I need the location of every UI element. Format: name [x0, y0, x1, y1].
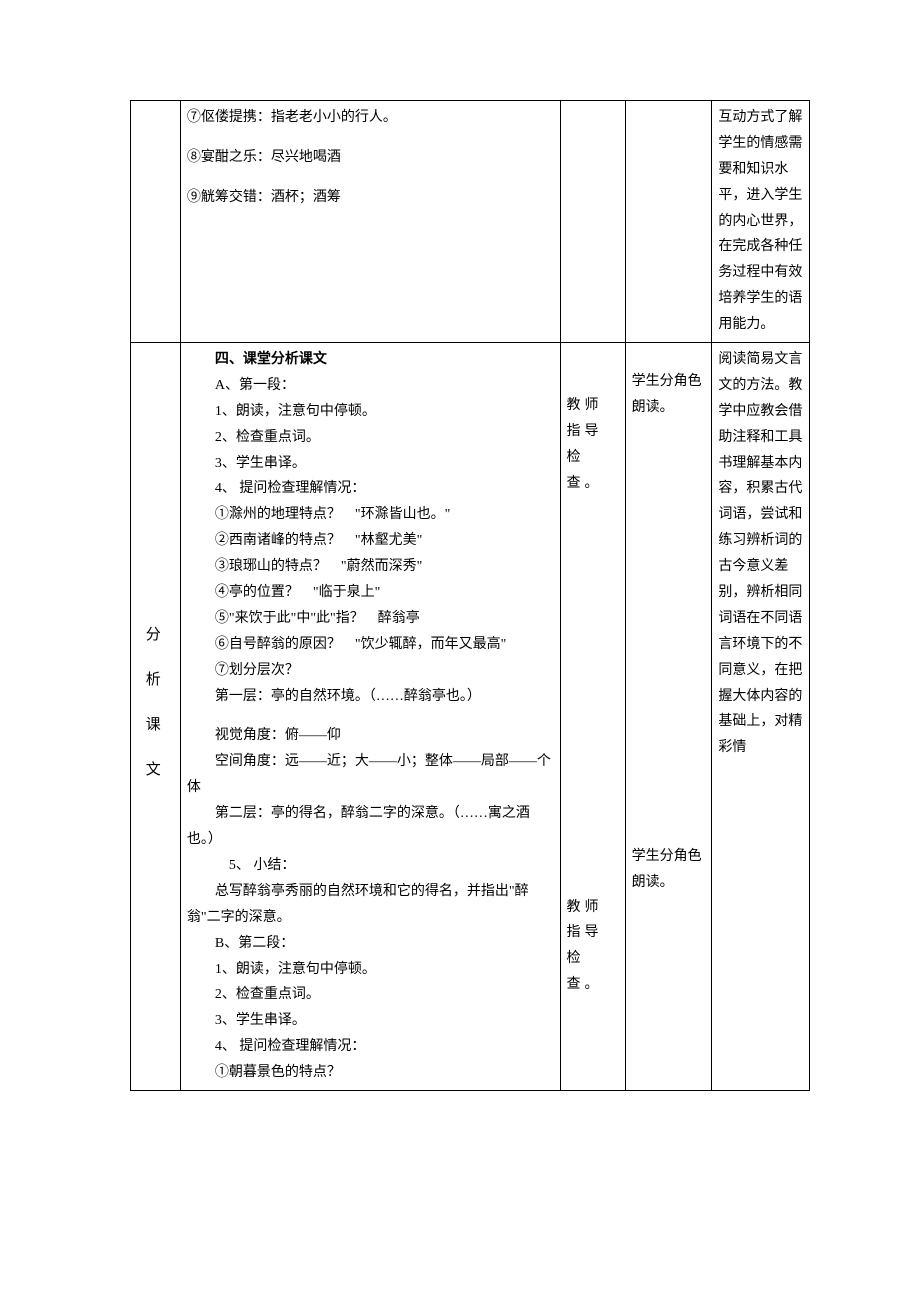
- row1-col1: [131, 101, 181, 343]
- step-a1: 1、朗读，注意句中停顿。: [187, 399, 554, 425]
- part-a-title: A、第一段：: [187, 373, 554, 399]
- row1-col5: 互动方式了解学生的情感需要和知识水平，进入学生的内心世界，在完成各种任务过程中有…: [712, 101, 810, 343]
- row1-col3: [560, 101, 625, 343]
- step-a3: 3、学生串译。: [187, 451, 554, 477]
- table-row: ⑦伛偻提携：指老老小小的行人。 ⑧宴酣之乐：尽兴地喝酒 ⑨觥筹交错：酒杯；酒筹 …: [131, 101, 810, 343]
- question-b1: ①朝暮景色的特点？: [187, 1060, 554, 1086]
- layer-1: 第一层：亭的自然环境。（……醉翁亭也。）: [187, 684, 554, 710]
- question-1: ①滁州的地理特点？ "环滁皆山也。": [187, 502, 554, 528]
- row2-col5: 阅读简易文言文的方法。教学中应教会借助注释和工具书理解基本内容，积累古代词语，尝…: [712, 343, 810, 1091]
- row2-col3: 教师指导检查。 教师指导检查。: [560, 343, 625, 1091]
- angle-2: 空间角度：远——近；大——小；整体——局部——个体: [187, 749, 554, 801]
- question-5: ⑤"来饮于此"中"此"指？ 醉翁亭: [187, 606, 554, 632]
- rationale-text-1: 互动方式了解学生的情感需要和知识水平，进入学生的内心世界，在完成各种任务过程中有…: [718, 110, 802, 332]
- row2-col4: 学生分角色朗读。 学生分角色朗读。: [625, 343, 712, 1091]
- row1-col2: ⑦伛偻提携：指老老小小的行人。 ⑧宴酣之乐：尽兴地喝酒 ⑨觥筹交错：酒杯；酒筹: [180, 101, 560, 343]
- student-action-2: 学生分角色朗读。: [632, 849, 702, 890]
- question-4: ④亭的位置？ "临于泉上": [187, 580, 554, 606]
- question-6: ⑥自号醉翁的原因？ "饮少辄醉，而年又最高": [187, 632, 554, 658]
- question-2: ②西南诸峰的特点？ "林壑尤美": [187, 528, 554, 554]
- step-b1: 1、朗读，注意句中停顿。: [187, 957, 554, 983]
- student-action-1: 学生分角色朗读。: [632, 374, 702, 415]
- step-a5: 5、 小结：: [187, 853, 554, 879]
- row2-col2: 四、课堂分析课文 A、第一段： 1、朗读，注意句中停顿。 2、检查重点词。 3、…: [180, 343, 560, 1091]
- question-7: ⑦划分层次？: [187, 658, 554, 684]
- section-heading: 四、课堂分析课文: [187, 347, 554, 373]
- step-b4: 4、 提问检查理解情况：: [187, 1034, 554, 1060]
- teacher-action-2: 教师指导检查。: [567, 900, 603, 993]
- angle-1: 视觉角度：俯——仰: [187, 723, 554, 749]
- row2-col1: 分析课文: [131, 343, 181, 1091]
- step-b3: 3、学生串译。: [187, 1008, 554, 1034]
- teacher-action-1: 教师指导检查。: [567, 398, 603, 491]
- vocab-item-7: ⑦伛偻提携：指老老小小的行人。: [187, 105, 554, 131]
- layer-2: 第二层：亭的得名，醉翁二字的深意。（……寓之酒也。）: [187, 801, 554, 853]
- table-row: 分析课文 四、课堂分析课文 A、第一段： 1、朗读，注意句中停顿。 2、检查重点…: [131, 343, 810, 1091]
- section-label: 分析课文: [137, 626, 165, 806]
- vocab-item-9: ⑨觥筹交错：酒杯；酒筹: [187, 185, 554, 211]
- lesson-plan-table: ⑦伛偻提携：指老老小小的行人。 ⑧宴酣之乐：尽兴地喝酒 ⑨觥筹交错：酒杯；酒筹 …: [130, 100, 810, 1091]
- row1-col4: [625, 101, 712, 343]
- summary-text: 总写醉翁亭秀丽的自然环境和它的得名，并指出"醉翁"二字的深意。: [187, 879, 554, 931]
- vocab-item-8: ⑧宴酣之乐：尽兴地喝酒: [187, 145, 554, 171]
- question-3: ③琅琊山的特点？ "蔚然而深秀": [187, 554, 554, 580]
- step-b2: 2、检查重点词。: [187, 982, 554, 1008]
- rationale-text-2: 阅读简易文言文的方法。教学中应教会借助注释和工具书理解基本内容，积累古代词语，尝…: [718, 352, 802, 755]
- step-a4: 4、 提问检查理解情况：: [187, 476, 554, 502]
- step-a2: 2、检查重点词。: [187, 425, 554, 451]
- part-b-title: B、第二段：: [187, 931, 554, 957]
